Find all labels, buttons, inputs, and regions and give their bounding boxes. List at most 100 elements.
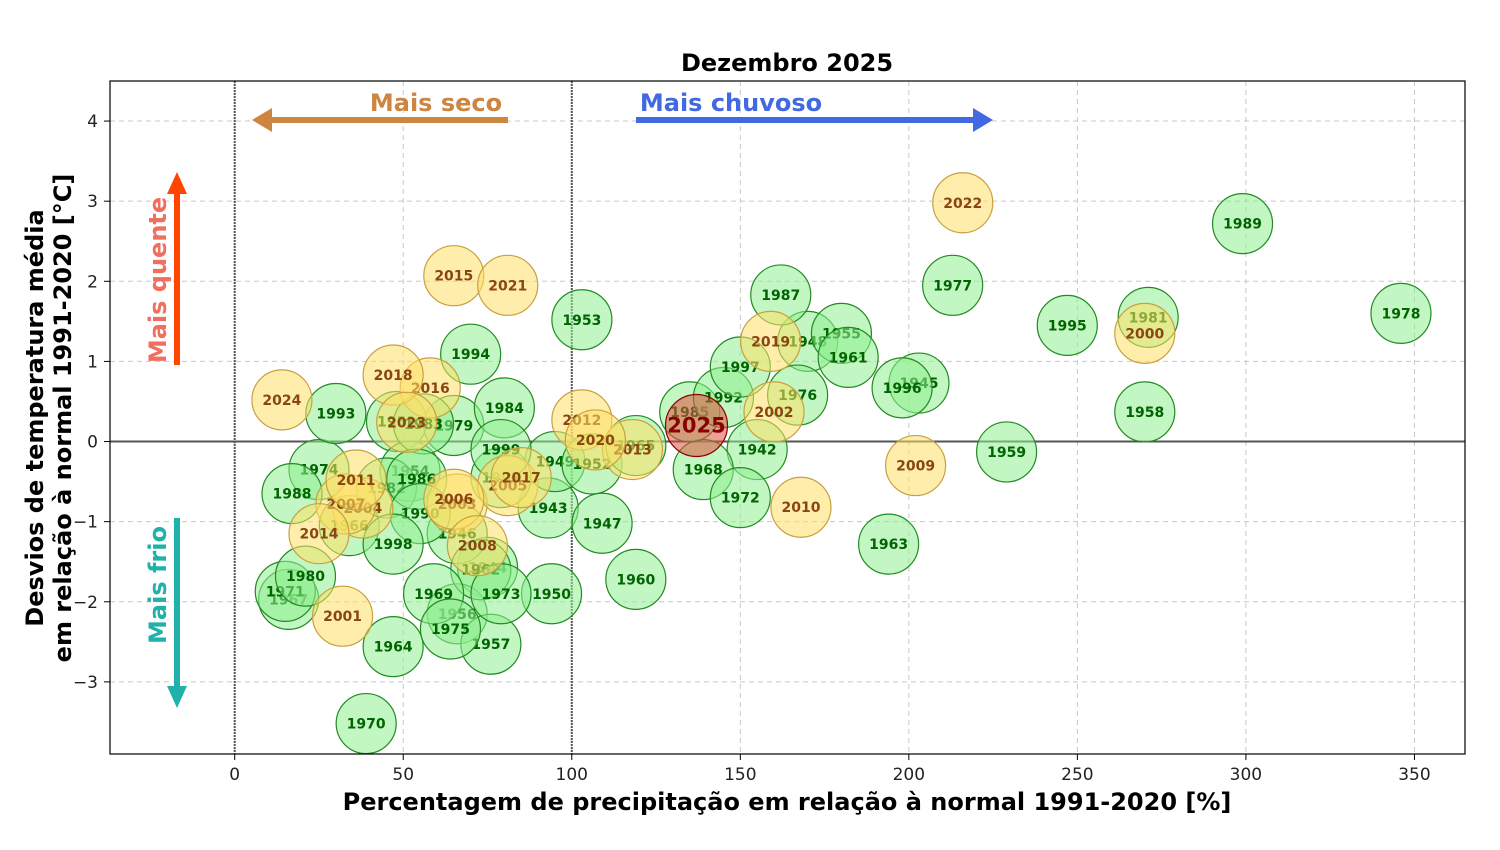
x-tick-label: 100 <box>556 765 588 785</box>
year-point-label: 1972 <box>721 491 760 507</box>
plot-frame <box>109 80 1466 755</box>
wet-arrow-head <box>973 108 993 132</box>
warm-label: Mais quente <box>144 197 172 363</box>
year-point-2000s-marker <box>325 449 387 511</box>
year-point-2000s-label: 2015 <box>434 269 473 285</box>
year-point-2000s-label: 2002 <box>755 405 794 421</box>
x-tick-label: 50 <box>392 765 414 785</box>
wet-label: Mais chuvoso <box>640 89 822 117</box>
cold-arrow-head <box>167 686 187 708</box>
direction-arrows: Mais seco Mais chuvoso Mais quente Mais fri… <box>144 89 993 708</box>
year-point-2000s-label: 2024 <box>262 393 301 409</box>
year-point-2000s-marker <box>376 391 438 453</box>
year-point-2000s-marker <box>743 381 805 443</box>
x-tick-label: 200 <box>893 765 925 785</box>
year-point-2000s-label: 2017 <box>502 471 541 487</box>
year-point-label: 1969 <box>414 587 453 603</box>
year-point-label: 1987 <box>761 288 800 304</box>
axis-ticks: 0 50 100 150 200 250 300 350 −3 −2 −1 0 1 2 3 4 <box>73 112 1431 785</box>
year-point-label: 1975 <box>431 622 470 638</box>
year-point-label: 1950 <box>532 587 571 603</box>
year-point-2000s-label: 2023 <box>387 415 426 431</box>
year-point-marker <box>605 548 667 610</box>
year-point-marker <box>1370 282 1432 344</box>
year-point-label: 1963 <box>869 537 908 553</box>
y-tick-label: −3 <box>73 673 98 693</box>
year-point-label: 1997 <box>721 360 760 376</box>
year-point-2000s-marker <box>446 515 509 577</box>
year-point-marker <box>1114 381 1176 443</box>
x-tick-label: 0 <box>229 765 240 785</box>
year-point-label: 1957 <box>471 637 510 653</box>
year-point-label: 1978 <box>1381 306 1420 322</box>
highlight-point-label: 2025 <box>667 414 725 438</box>
year-point-marker <box>551 289 613 351</box>
year-point-2000s-label: 2010 <box>781 500 820 516</box>
year-point-marker <box>922 254 984 316</box>
year-point-marker <box>362 616 424 678</box>
y-tick-label: 1 <box>87 352 98 372</box>
year-point-label: 1988 <box>273 487 312 503</box>
warm-arrow-head <box>167 172 187 194</box>
year-point-marker <box>1211 193 1274 255</box>
year-point-label: 1984 <box>485 401 524 417</box>
dry-arrow-head <box>252 108 272 132</box>
year-point-2000s-marker <box>477 254 539 316</box>
year-point-marker <box>871 357 933 419</box>
x-tick-label: 150 <box>724 765 756 785</box>
year-point-marker <box>571 492 633 554</box>
year-point-2000s-label: 2008 <box>458 539 497 555</box>
year-point-2000s-label: 2009 <box>896 459 935 475</box>
year-point-2000s-marker <box>770 476 832 538</box>
year-point-2000s-label: 2001 <box>323 609 362 625</box>
year-point-label: 1953 <box>562 313 601 329</box>
year-point-label: 1943 <box>529 501 568 517</box>
year-point-label: 1961 <box>829 350 868 366</box>
year-point-2000s-label: 2011 <box>337 473 376 489</box>
y-tick-label: 2 <box>87 272 98 292</box>
year-point-label: 1959 <box>987 445 1026 461</box>
y-tick-label: −2 <box>73 593 98 613</box>
year-point-2000s-marker <box>932 172 994 234</box>
year-point-2000s-label: 2006 <box>434 492 473 508</box>
year-point-2000s-marker <box>490 446 552 509</box>
y-tick-label: 4 <box>87 112 98 132</box>
y-tick-label: −1 <box>73 513 98 533</box>
year-point-label: 1980 <box>286 569 325 585</box>
year-point-2000s-marker <box>740 310 802 372</box>
year-point-label: 1993 <box>316 406 355 422</box>
year-point-label: 1942 <box>738 443 777 459</box>
year-point-marker <box>419 598 482 660</box>
x-tick-label: 300 <box>1230 765 1262 785</box>
year-point-2000s-label: 2021 <box>488 278 527 294</box>
y-tick-label: 3 <box>87 192 98 212</box>
x-axis-title: Percentagem de precipitação em relação à… <box>343 788 1232 816</box>
x-tick-label: 250 <box>1061 765 1093 785</box>
y-axis-title-line1: Desvios de temperatura média <box>21 209 49 626</box>
year-point-marker <box>440 323 502 385</box>
year-point-marker <box>709 467 771 529</box>
year-point-marker <box>817 326 879 389</box>
year-point-label: 1958 <box>1125 405 1164 421</box>
year-point-marker <box>975 421 1038 483</box>
year-point-label: 1998 <box>374 537 413 553</box>
year-point-label: 1994 <box>451 347 490 363</box>
year-point-marker <box>1036 294 1098 356</box>
year-point-marker <box>858 513 920 575</box>
chart-title: Dezembro 2025 <box>681 49 893 77</box>
highlight-point-marker <box>664 393 729 458</box>
cold-label: Mais frio <box>144 526 172 644</box>
data-points: 1942194319441945194619471948194919501951… <box>251 172 1432 754</box>
year-point-label: 1996 <box>883 381 922 397</box>
year-point-label: 1995 <box>1048 318 1087 334</box>
year-point-2000s-label: 2014 <box>299 527 338 543</box>
year-point-2000s-label: 2022 <box>943 196 982 212</box>
year-point-2000s-label: 2000 <box>1125 326 1164 342</box>
year-point-2000s-marker <box>288 503 350 565</box>
y-tick-label: 0 <box>87 433 98 453</box>
year-point-2000s-marker <box>1114 302 1176 364</box>
year-point-2000s-label: 2019 <box>751 334 790 350</box>
year-point-label: 1977 <box>933 278 972 294</box>
year-point-2000s-marker <box>884 434 947 497</box>
